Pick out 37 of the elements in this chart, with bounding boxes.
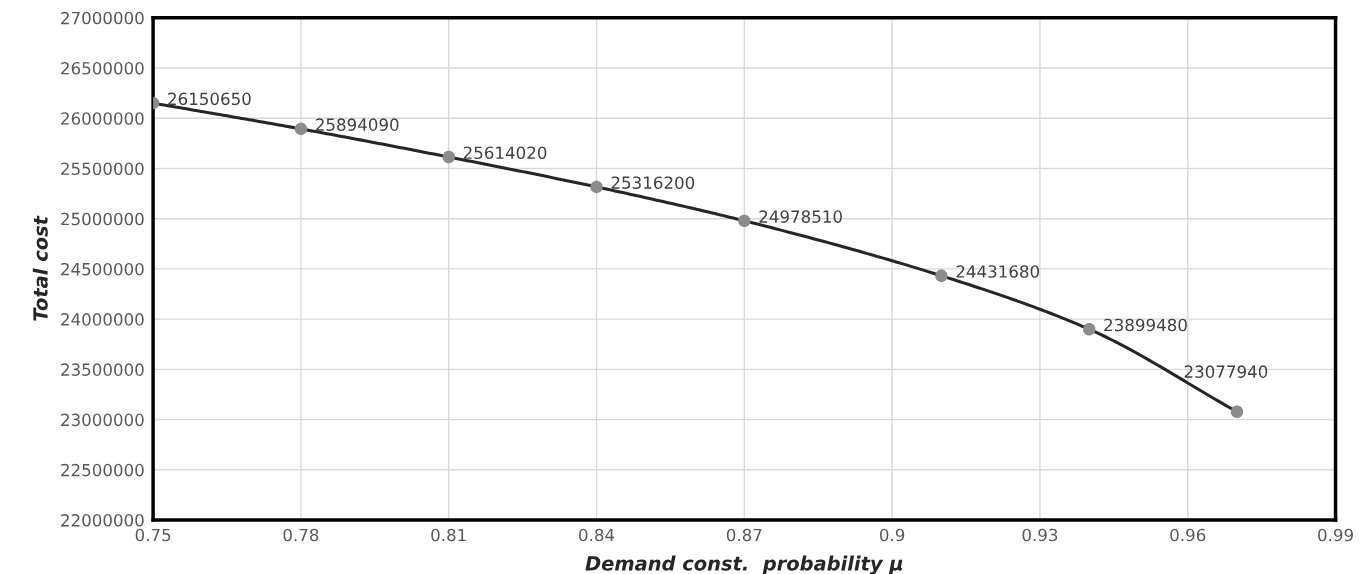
y-tick-label: 27000000: [61, 11, 144, 25]
y-tick-label: 25500000: [61, 162, 144, 176]
point: [738, 214, 751, 228]
x-tick-label: 0.87: [726, 528, 762, 542]
data-label: 23077940: [1184, 365, 1268, 378]
data-label: 25894090: [316, 118, 399, 131]
x-tick-label: 0.99: [1318, 528, 1353, 542]
data-label: 23899480: [1104, 318, 1187, 332]
x-tick-label: 0.93: [1022, 528, 1058, 542]
x-tick-label: 0.84: [579, 528, 615, 542]
y-tick-label: 22500000: [61, 463, 144, 477]
x-tick-label: 0.81: [431, 528, 466, 542]
data-label: 24978510: [759, 210, 842, 223]
x-tick-label: 0.75: [135, 528, 171, 542]
point: [1083, 323, 1096, 336]
point: [590, 180, 603, 194]
x-axis-title: Demand const. probability μ: [585, 555, 903, 574]
y-tick-label: 26500000: [61, 61, 144, 75]
y-tick-label: 25000000: [61, 212, 144, 226]
x-tick-label: 0.78: [283, 528, 319, 542]
y-axis-title: Total cost: [32, 215, 48, 321]
point: [442, 150, 455, 164]
data-label: 25316200: [611, 176, 695, 189]
point: [935, 269, 948, 282]
data-label: 25614020: [463, 146, 547, 160]
data-label: 26150650: [168, 92, 251, 106]
y-tick-label: 24000000: [61, 313, 144, 326]
y-tick-label: 22000000: [61, 514, 144, 527]
point: [1230, 405, 1244, 418]
x-tick-label: 0.9: [879, 528, 905, 542]
y-tick-label: 23000000: [61, 413, 144, 427]
y-tick-label: 24500000: [61, 262, 144, 276]
y-tick-label: 23500000: [61, 363, 144, 376]
y-tick-label: 26000000: [61, 112, 144, 125]
data-label: 24431680: [956, 265, 1040, 278]
point: [294, 122, 308, 136]
x-tick-label: 0.96: [1170, 528, 1206, 542]
